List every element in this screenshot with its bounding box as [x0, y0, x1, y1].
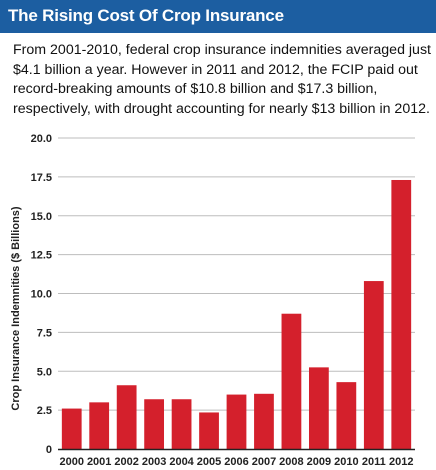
y-tick-label: 10.0	[31, 289, 52, 301]
bar	[89, 402, 110, 449]
x-tick-label: 2001	[87, 456, 111, 468]
x-tick-label: 2012	[389, 456, 413, 468]
bar	[199, 412, 219, 449]
x-tick-label: 2011	[362, 456, 386, 468]
bar	[281, 313, 302, 449]
chart-area: 0 2.5 5.0 7.5 10.0 12.5 15.0 17.5 20.0 2000 2001 20…	[0, 120, 436, 470]
bar	[171, 399, 192, 449]
x-tick-label: 2009	[307, 456, 331, 468]
x-tick-label: 2008	[279, 456, 303, 468]
bar	[391, 179, 412, 450]
y-tick-label: 7.5	[37, 327, 52, 339]
y-axis-title: Crop Insurance Indemnities ($ Billions)	[10, 206, 22, 410]
intro-paragraph: From 2001-2010, federal crop insurance i…	[13, 42, 431, 117]
y-tick-label: 17.5	[31, 172, 52, 184]
bar	[144, 399, 165, 449]
y-tick-label: 2.5	[37, 405, 52, 417]
chart-title: The Rising Cost Of Crop Insurance	[8, 6, 284, 25]
x-tick-label: 2003	[142, 456, 166, 468]
x-tick-label: 2010	[334, 456, 358, 468]
y-tick-label: 12.5	[31, 250, 52, 262]
x-tick-label: 2006	[224, 456, 248, 468]
bar	[336, 382, 357, 449]
y-tick-label: 15.0	[31, 211, 52, 223]
x-tick-label: 2002	[114, 456, 138, 468]
bar	[116, 385, 137, 449]
x-tick-label: 2000	[59, 456, 83, 468]
bar	[308, 367, 329, 449]
y-tick-label: 20.0	[31, 133, 52, 145]
y-tick-label: 5.0	[37, 366, 52, 378]
x-tick-label: 2004	[169, 456, 194, 468]
chart-header: The Rising Cost Of Crop Insurance	[0, 0, 436, 33]
bar	[61, 408, 82, 449]
y-tick-label: 0	[46, 444, 52, 456]
bar	[363, 281, 384, 449]
x-tick-label: 2007	[252, 456, 276, 468]
x-tick-label: 2005	[197, 456, 221, 468]
bar	[226, 394, 247, 449]
bar	[254, 393, 274, 449]
